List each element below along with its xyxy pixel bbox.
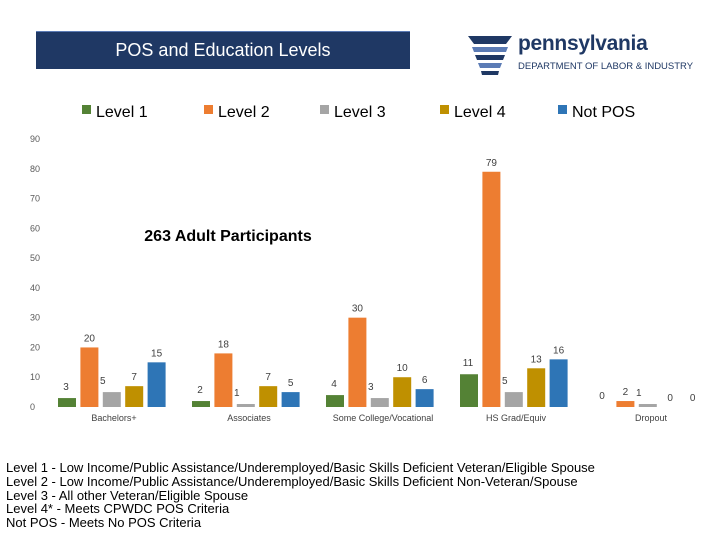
pennsylvania-logo: pennsylvania DEPARTMENT OF LABOR & INDUS… bbox=[462, 28, 712, 82]
legend-swatch bbox=[320, 105, 329, 114]
note-level-2: Level 2 - Low Income/Public Assistance/U… bbox=[6, 473, 578, 489]
slide-title: POS and Education Levels bbox=[36, 31, 410, 69]
bar bbox=[504, 392, 523, 407]
chart-legend: Level 1 Level 2 Level 3 Level 4 Not POS bbox=[82, 104, 635, 121]
bar bbox=[527, 368, 546, 407]
data-label: 15 bbox=[151, 348, 163, 359]
bar bbox=[638, 404, 657, 407]
data-label: 5 bbox=[288, 378, 294, 389]
data-label: 2 bbox=[197, 385, 203, 396]
y-tick-label: 80 bbox=[30, 164, 40, 174]
note-level-3: Level 3 - All other Veteran/Eligible Spo… bbox=[6, 487, 249, 503]
bar bbox=[58, 398, 76, 407]
legend-swatch bbox=[440, 105, 449, 114]
data-label: 5 bbox=[100, 376, 106, 387]
legend-swatch bbox=[558, 105, 567, 114]
legend-swatch bbox=[204, 105, 213, 114]
data-label: 1 bbox=[636, 388, 642, 399]
bar bbox=[616, 401, 635, 407]
y-axis: 0 10 20 30 40 50 60 70 80 90 bbox=[30, 134, 40, 412]
y-tick-label: 70 bbox=[30, 194, 40, 204]
category-label: Bachelors+ bbox=[91, 413, 136, 423]
chart-annotation: 263 Adult Participants bbox=[144, 228, 312, 245]
note-level-4: Level 4* - Meets CPWDC POS Criteria bbox=[6, 501, 230, 517]
data-label: 0 bbox=[599, 391, 605, 402]
data-label: 5 bbox=[502, 376, 508, 387]
logo-department: DEPARTMENT OF LABOR & INDUSTRY bbox=[518, 61, 694, 72]
data-label: 13 bbox=[531, 354, 543, 365]
y-tick-label: 90 bbox=[30, 134, 40, 144]
y-tick-label: 0 bbox=[30, 402, 35, 412]
bar bbox=[192, 401, 210, 407]
data-label: 0 bbox=[690, 393, 696, 404]
y-tick-label: 50 bbox=[30, 253, 40, 263]
data-label: 16 bbox=[553, 345, 565, 356]
category-label: HS Grad/Equiv bbox=[486, 413, 547, 423]
bar bbox=[214, 353, 233, 407]
bar bbox=[147, 362, 166, 407]
bar bbox=[460, 374, 478, 407]
data-label: 7 bbox=[131, 372, 137, 383]
bar-chart: Level 1 Level 2 Level 3 Level 4 Not POS 0102… bbox=[30, 104, 696, 423]
data-label: 7 bbox=[265, 372, 271, 383]
data-label: 3 bbox=[63, 382, 69, 393]
bar bbox=[415, 389, 434, 407]
data-label: 3 bbox=[368, 382, 374, 393]
y-tick-label: 20 bbox=[30, 342, 40, 352]
bar bbox=[102, 392, 121, 407]
bar bbox=[281, 392, 300, 407]
y-tick-label: 30 bbox=[30, 313, 40, 323]
legend-swatch bbox=[82, 105, 91, 114]
data-label: 79 bbox=[486, 158, 498, 169]
data-label: 2 bbox=[623, 387, 629, 398]
legend-label: Level 1 bbox=[96, 104, 148, 121]
bar bbox=[370, 398, 389, 407]
data-label: 30 bbox=[352, 304, 364, 315]
bar bbox=[326, 395, 344, 407]
keystone-logo-icon bbox=[468, 36, 512, 75]
level-definitions: Level 1 - Low Income/Public Assistance/U… bbox=[6, 461, 595, 530]
bar bbox=[125, 386, 144, 407]
data-label: 20 bbox=[84, 333, 96, 344]
bar bbox=[80, 347, 99, 407]
bar bbox=[236, 404, 255, 407]
legend-label: Level 2 bbox=[218, 104, 270, 121]
legend-label: Level 3 bbox=[334, 104, 386, 121]
category-label: Associates bbox=[227, 413, 271, 423]
data-label: 1 bbox=[234, 388, 240, 399]
legend-label: Not POS bbox=[572, 104, 635, 121]
bar bbox=[259, 386, 278, 407]
data-label: 4 bbox=[331, 379, 337, 390]
y-tick-label: 10 bbox=[30, 372, 40, 382]
data-label: 6 bbox=[422, 375, 428, 386]
bar bbox=[482, 171, 501, 407]
bar bbox=[549, 359, 568, 407]
category-label: Some College/Vocational bbox=[333, 413, 434, 423]
category-label: Dropout bbox=[635, 413, 668, 423]
data-label: 18 bbox=[218, 339, 230, 350]
x-axis-labels: Bachelors+ Associates Some College/Vocatio… bbox=[91, 413, 667, 423]
legend-label: Level 4 bbox=[454, 104, 506, 121]
data-label: 10 bbox=[397, 363, 409, 374]
data-label: 0 bbox=[667, 393, 673, 404]
y-tick-label: 60 bbox=[30, 223, 40, 233]
data-label: 11 bbox=[463, 358, 474, 369]
logo-wordmark: pennsylvania bbox=[518, 32, 648, 55]
bar bbox=[393, 377, 412, 407]
note-level-1: Level 1 - Low Income/Public Assistance/U… bbox=[6, 460, 595, 475]
bar bbox=[348, 317, 367, 407]
y-tick-label: 40 bbox=[30, 283, 40, 293]
note-not-pos: Not POS - Meets No POS Criteria bbox=[6, 515, 202, 531]
